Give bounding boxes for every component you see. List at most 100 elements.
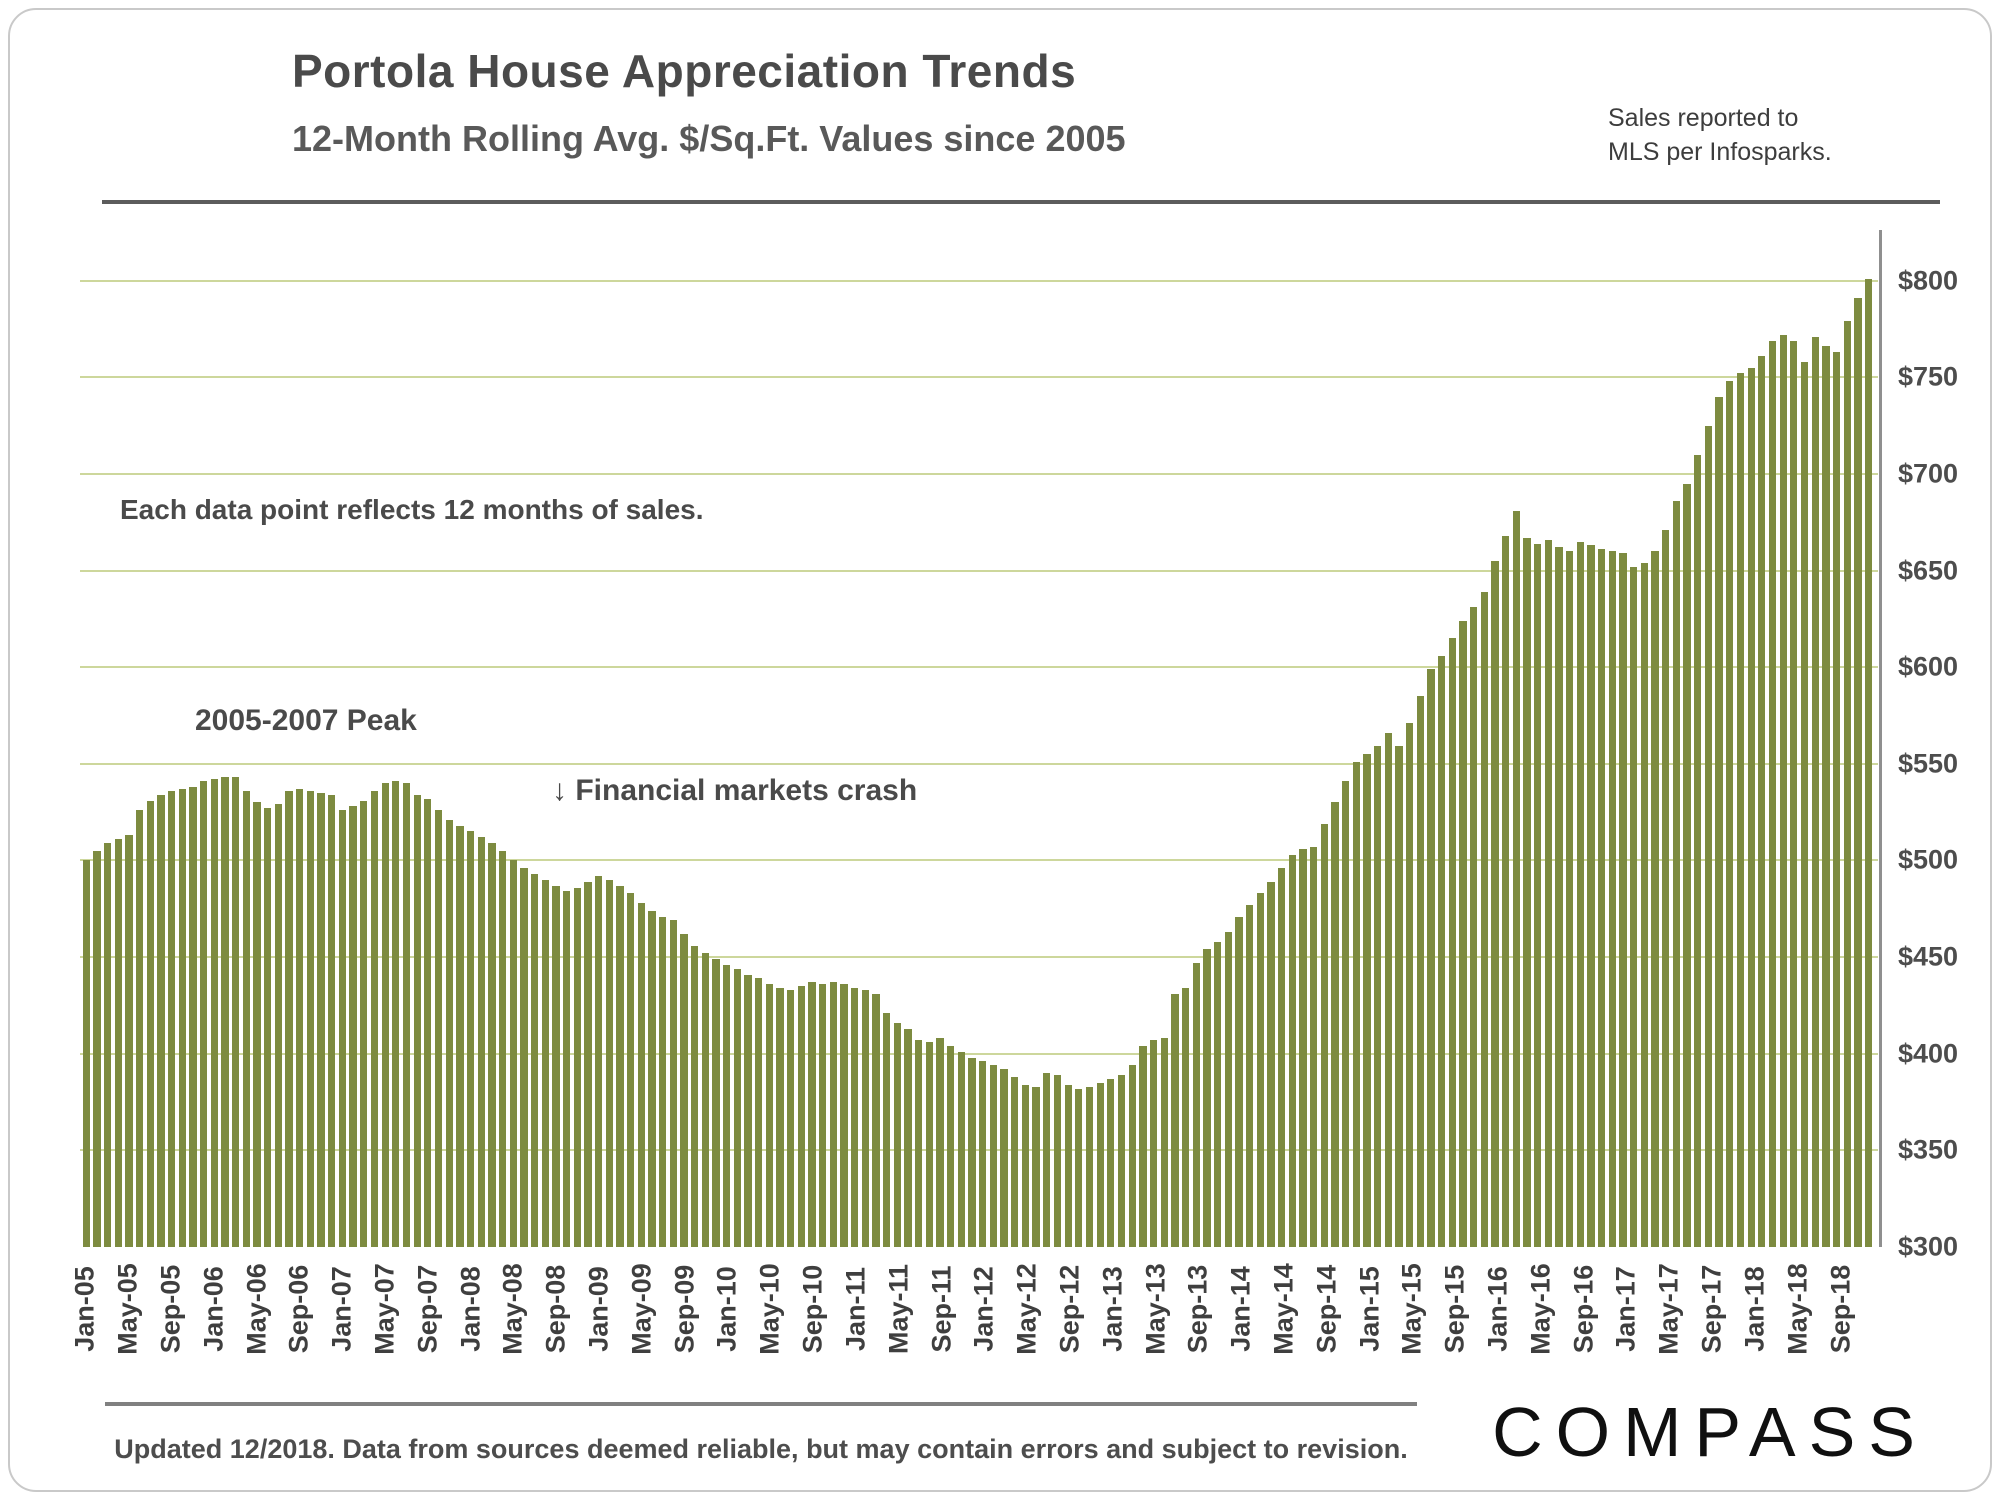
bar-Mar-11 [872, 993, 880, 1247]
bar-May-10 [765, 984, 773, 1247]
bar-Sep-08 [552, 885, 560, 1247]
bar-Sep-05 [168, 790, 176, 1247]
y-tick-label-350: $350 [1898, 1134, 1959, 1165]
page-title: Portola House Appreciation Trends [292, 45, 1077, 97]
x-tick-label-Jan-13: Jan-13 [1097, 1266, 1128, 1352]
bar-May-07 [381, 783, 389, 1247]
bar-May-16 [1534, 543, 1542, 1247]
y-tick-label-600: $600 [1898, 651, 1959, 682]
bar-May-14 [1277, 868, 1286, 1247]
bar-Apr-15 [1395, 746, 1403, 1247]
x-tick-label-May-16: May-16 [1525, 1263, 1556, 1355]
gridline-400 [80, 1052, 1878, 1055]
bar-Mar-18 [1768, 340, 1777, 1247]
bar-Jul-11 [915, 1040, 923, 1247]
bar-Dec-15 [1480, 591, 1488, 1247]
bar-Nov-09 [701, 953, 709, 1247]
bar-Mar-06 [232, 777, 240, 1247]
bar-Dec-06 [328, 794, 336, 1247]
bar-Nov-18 [1854, 298, 1862, 1247]
bar-Nov-17 [1726, 381, 1734, 1247]
bar-Feb-17 [1630, 566, 1638, 1247]
gridline-550 [80, 762, 1878, 765]
bar-Dec-12 [1096, 1082, 1104, 1247]
bar-Dec-09 [712, 959, 720, 1247]
bar-May-11 [893, 1022, 902, 1247]
bar-Mar-10 [744, 974, 752, 1247]
bar-Aug-18 [1822, 346, 1830, 1247]
x-tick-label-Jan-05: Jan-05 [69, 1266, 100, 1352]
x-tick-label-Sep-13: Sep-13 [1182, 1264, 1213, 1354]
bar-Nov-14 [1341, 781, 1350, 1247]
bar-Feb-08 [477, 837, 485, 1247]
bar-Aug-17 [1694, 454, 1702, 1247]
x-tick-label-Sep-11: Sep-11 [926, 1265, 957, 1353]
bar-Apr-16 [1523, 537, 1531, 1247]
bar-Aug-16 [1566, 551, 1574, 1247]
bar-Apr-10 [755, 978, 763, 1247]
header-divider [102, 200, 1940, 204]
gridline-450 [80, 956, 1878, 959]
bar-Jul-06 [274, 804, 283, 1247]
y-tick-label-800: $800 [1898, 265, 1959, 296]
bar-May-05 [125, 835, 133, 1247]
bar-Apr-05 [114, 839, 122, 1247]
source-note-line1: Sales reported to [1608, 104, 1799, 132]
y-tick-label-300: $300 [1898, 1231, 1959, 1262]
bar-Jun-10 [776, 988, 784, 1247]
bar-Jun-14 [1288, 854, 1296, 1247]
bar-Jan-09 [594, 875, 603, 1247]
bar-May-13 [1149, 1040, 1158, 1247]
bar-Sep-16 [1576, 541, 1585, 1247]
bar-Jun-07 [392, 781, 400, 1247]
bar-Mar-14 [1256, 893, 1264, 1247]
bar-Aug-10 [797, 986, 805, 1247]
bar-Feb-06 [221, 777, 229, 1247]
bar-Jul-08 [530, 874, 539, 1247]
bar-Oct-14 [1331, 802, 1339, 1247]
x-tick-label-Jan-17: Jan-17 [1610, 1266, 1641, 1352]
compass-logo: COMPASS [1492, 1393, 1928, 1471]
bar-May-09 [637, 902, 645, 1247]
bar-Feb-13 [1117, 1075, 1126, 1247]
bar-Aug-09 [669, 920, 677, 1247]
chart-header: Portola House Appreciation Trends 12-Mon… [292, 44, 1126, 160]
bar-Jan-15 [1363, 754, 1371, 1247]
gridline-650 [80, 569, 1878, 572]
bar-Jul-17 [1683, 483, 1691, 1247]
bar-Mar-16 [1512, 510, 1521, 1247]
bar-May-06 [253, 802, 261, 1247]
bar-Nov-13 [1213, 941, 1222, 1247]
annotation-data-point-note: Each data point reflects 12 months of sa… [120, 494, 704, 525]
bar-Oct-05 [178, 788, 187, 1247]
bar-Apr-14 [1267, 881, 1275, 1247]
bar-Dec-07 [456, 825, 464, 1247]
bar-Dec-13 [1224, 931, 1232, 1247]
bar-Sep-12 [1064, 1084, 1072, 1247]
bar-Jul-15 [1427, 669, 1435, 1247]
x-tick-label-Jan-16: Jan-16 [1482, 1266, 1513, 1352]
x-tick-label-Jan-15: Jan-15 [1354, 1266, 1385, 1352]
bar-Oct-16 [1587, 545, 1595, 1247]
bar-Jul-13 [1171, 993, 1179, 1247]
bar-Jun-18 [1800, 361, 1809, 1247]
bar-Sep-10 [808, 982, 816, 1247]
bar-Apr-11 [883, 1013, 891, 1247]
bar-Jul-18 [1811, 336, 1819, 1247]
y-axis-line [1879, 230, 1882, 1247]
y-tick-label-500: $500 [1898, 844, 1959, 875]
bar-Jun-13 [1160, 1038, 1168, 1247]
y-tick-label-450: $450 [1898, 941, 1959, 972]
x-tick-label-Jan-08: Jan-08 [455, 1266, 486, 1352]
bar-Feb-12 [989, 1065, 998, 1247]
x-tick-label-Sep-18: Sep-18 [1825, 1264, 1856, 1354]
x-tick-label-Sep-10: Sep-10 [797, 1264, 828, 1354]
bar-Jul-05 [146, 800, 155, 1247]
bar-Sep-14 [1320, 823, 1328, 1247]
bar-Apr-18 [1779, 334, 1787, 1247]
x-tick-label-May-11: May-11 [883, 1263, 914, 1355]
page-subtitle: 12-Month Rolling Avg. $/Sq.Ft. Values si… [292, 118, 1126, 159]
y-tick-label-700: $700 [1898, 458, 1959, 489]
bar-Oct-09 [690, 945, 699, 1247]
bar-Jan-11 [851, 988, 859, 1247]
